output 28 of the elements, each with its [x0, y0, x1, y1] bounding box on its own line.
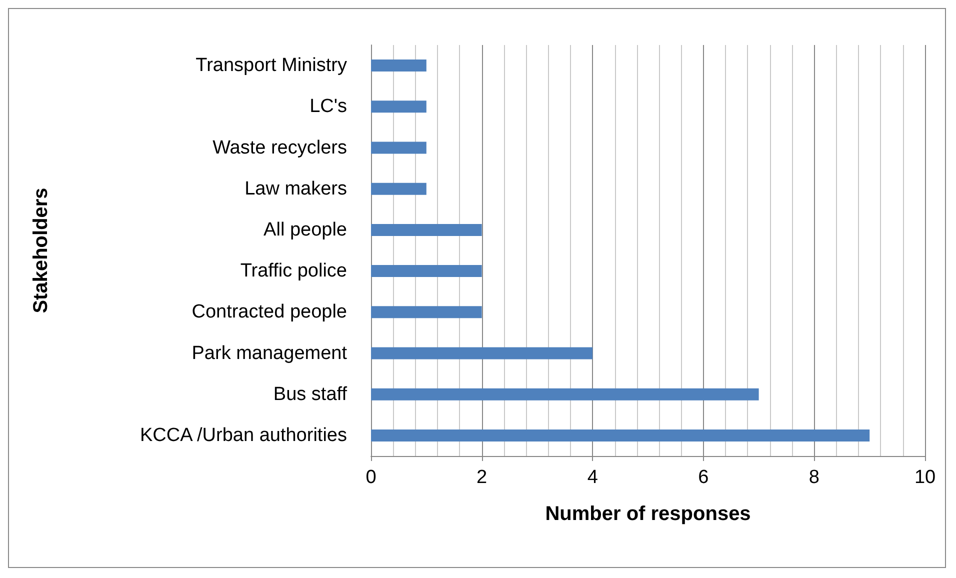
y-tick-label: Park management: [192, 342, 348, 364]
y-tick-label: Traffic police: [240, 260, 347, 282]
y-tick-label: KCCA /Urban authorities: [140, 424, 347, 446]
bar: [371, 388, 759, 400]
x-tick-label: 2: [476, 467, 488, 488]
y-tick-label: Law makers: [244, 178, 347, 200]
bar: [371, 429, 870, 442]
y-tick-label: Transport Ministry: [196, 55, 348, 76]
bar: [371, 142, 426, 154]
x-tick-label: 10: [914, 467, 936, 488]
y-tick-label: Waste recyclers: [212, 137, 347, 158]
bar: [371, 306, 482, 318]
y-axis-title: Stakeholders: [30, 188, 52, 314]
x-tick-label: 8: [808, 467, 820, 488]
bar: [371, 347, 593, 360]
x-tick-label: 4: [587, 467, 598, 488]
bar: [371, 100, 426, 113]
bar: [371, 182, 426, 195]
bar: [371, 224, 482, 236]
y-tick-label: LC's: [310, 96, 347, 118]
x-tick-label: 6: [698, 467, 709, 488]
x-axis-title: Number of responses: [545, 503, 751, 525]
bar: [371, 265, 482, 278]
x-tick-label: 0: [366, 467, 376, 488]
y-tick-label: Contracted people: [192, 302, 347, 323]
y-tick-label: Bus staff: [273, 384, 348, 405]
y-tick-label: All people: [264, 219, 347, 240]
bar: [371, 60, 426, 72]
